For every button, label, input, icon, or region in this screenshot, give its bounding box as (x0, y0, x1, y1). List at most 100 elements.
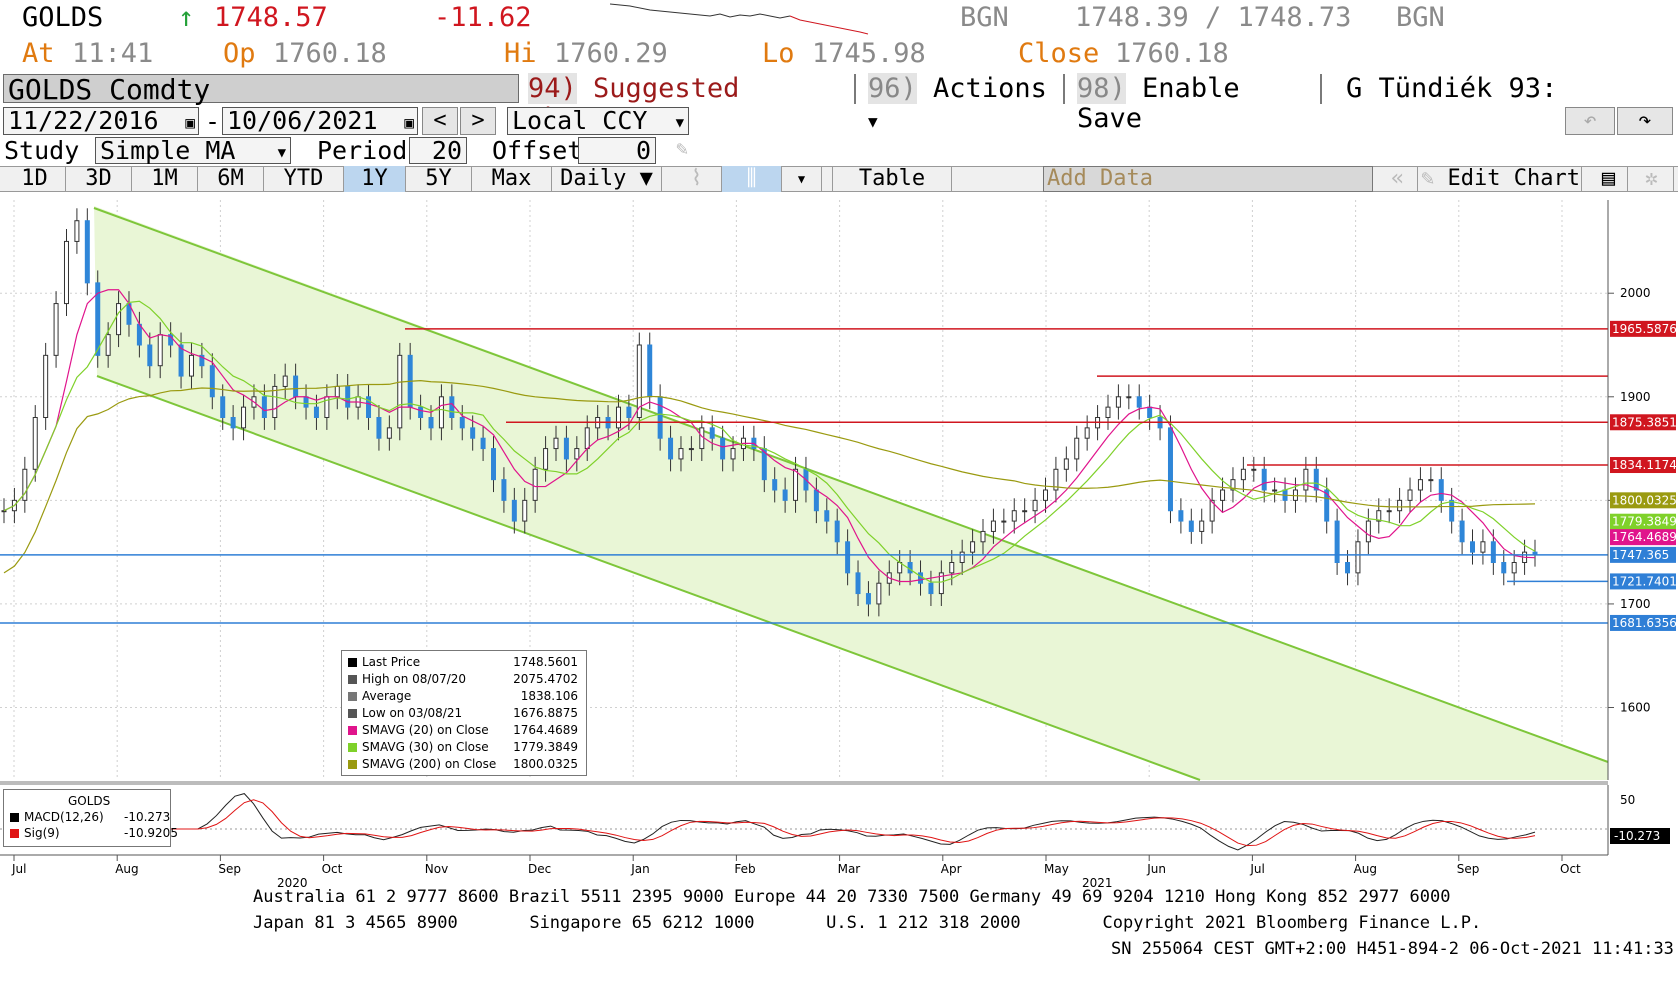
pencil-icon[interactable]: ✎ (676, 136, 689, 160)
actions-menu[interactable]: 96) Actions ▼ (868, 73, 1058, 131)
legend-value: 1800.0325 (513, 757, 578, 771)
start-date-field[interactable]: 11/22/2016 ▣ (3, 107, 199, 135)
calendar-icon[interactable]: ▣ (404, 113, 414, 132)
candle-body (793, 468, 799, 501)
undo-icon[interactable]: ↶ (1565, 107, 1615, 135)
candle-body (553, 437, 559, 450)
candle-body (543, 448, 549, 470)
chart-settings-icon[interactable]: ▤ (1590, 166, 1628, 192)
bid-source: BGN (960, 2, 1009, 33)
macd-legend-row: MACD(12,26) -10.273 (10, 810, 170, 824)
chevron-left-icon[interactable]: < (422, 107, 458, 135)
candle-body (116, 303, 122, 336)
y-axis-tick-label: 1700 (1620, 597, 1651, 611)
period-1d[interactable]: 1D (4, 166, 66, 192)
period-ytd[interactable]: YTD (264, 166, 344, 192)
candle-body (386, 427, 392, 439)
suggested-charts-number: 94) (528, 73, 577, 104)
price-tag-label: 1681.6356 (1612, 616, 1677, 630)
period-1y[interactable]: 1Y (344, 166, 406, 192)
candle-body (876, 582, 882, 605)
frequency-select[interactable]: Daily ▼ (552, 166, 662, 192)
candle-body (1136, 396, 1142, 408)
legend-label: SMAVG (30) on Close (362, 740, 489, 754)
gear-icon[interactable]: ✲ (1630, 166, 1674, 192)
end-date-field[interactable]: 10/06/2021 ▣ (222, 107, 418, 135)
legend-swatch (348, 692, 357, 701)
dropdown-arrow-icon: ▼ (639, 166, 653, 191)
close-label: Close (1018, 38, 1100, 69)
candle-body (1365, 520, 1371, 543)
sig-label: Sig(9) (24, 826, 60, 840)
legend-label: Average (362, 689, 412, 703)
period-5y[interactable]: 5Y (406, 166, 472, 192)
pencil-icon: ✎ (1421, 166, 1435, 191)
suggested-charts-menu[interactable]: 94) Suggested Charts (528, 73, 848, 134)
x-axis-tick-label: Aug (115, 862, 138, 876)
edit-chart-button[interactable]: ✎ Edit Chart (1420, 166, 1582, 192)
candle-body (730, 448, 736, 460)
candle-body (990, 520, 996, 532)
dropdown-arrow-icon[interactable]: ▼ (782, 166, 822, 192)
candle-body (1345, 562, 1351, 574)
chart-name[interactable]: G Tündiék 93: gol... (1346, 74, 1558, 104)
candle-body (1053, 468, 1059, 491)
legend-row: SMAVG (20) on Close 1764.4689 (348, 723, 584, 738)
price-chart[interactable]: 160017001800190020001965.58761875.385118… (0, 192, 1678, 892)
legend-swatch (348, 760, 357, 769)
enable-save-menu[interactable]: 98) Enable Save (1077, 73, 1317, 134)
footer-session: SN 255064 CEST GMT+2:00 H451-894-2 06-Oc… (1111, 939, 1674, 959)
study-select[interactable]: Simple MA ▼ (95, 137, 291, 164)
table-button[interactable]: Table (832, 166, 952, 192)
period-max[interactable]: Max (472, 166, 552, 192)
candle-body (511, 499, 517, 522)
add-data-input[interactable]: Add Data (1043, 166, 1373, 192)
period-3d[interactable]: 3D (66, 166, 132, 192)
candle-body (1303, 468, 1309, 491)
x-axis-tick-label: Apr (941, 862, 962, 876)
candle-body (1386, 510, 1392, 513)
currency-select[interactable]: Local CCY ▼ (507, 107, 689, 135)
candle-body (918, 572, 924, 584)
footer-phones-copyright: Japan 81 3 4565 8900 Singapore 65 6212 1… (253, 913, 1482, 933)
security-field[interactable]: GOLDS Comdty (3, 74, 519, 105)
x-axis-tick-label: Aug (1354, 862, 1377, 876)
x-axis-tick-label: Sep (1457, 862, 1480, 876)
menu-separator (1063, 74, 1065, 104)
up-arrow-icon: ↑ (178, 2, 195, 33)
chevron-right-icon[interactable]: > (460, 107, 496, 135)
line-chart-icon[interactable]: ⌇ (672, 166, 722, 192)
candle-body (1063, 458, 1069, 470)
candle-body (1105, 406, 1111, 418)
candle-body (907, 562, 913, 574)
candle-body (574, 448, 580, 460)
candle-body (147, 344, 153, 367)
x-axis-tick-label: May (1044, 862, 1069, 876)
candle-body (188, 354, 194, 377)
period-input[interactable]: 20 (409, 137, 467, 164)
legend-row: SMAVG (30) on Close 1779.3849 (348, 740, 584, 755)
candle-chart-icon[interactable]: ⫼ (722, 166, 782, 192)
candle-body (418, 406, 424, 418)
period-6m[interactable]: 6M (198, 166, 264, 192)
candle-body (438, 396, 444, 429)
x-axis-tick-label: Nov (425, 862, 448, 876)
candle-body (32, 417, 38, 470)
candle-body (813, 489, 819, 512)
legend-row: SMAVG (200) on Close 1800.0325 (348, 757, 584, 772)
collapse-icon[interactable]: « (1378, 166, 1418, 192)
x-axis-tick-label: Jul (1249, 862, 1264, 876)
calendar-icon[interactable]: ▣ (185, 113, 195, 132)
redo-icon[interactable]: ↷ (1617, 107, 1673, 135)
candle-body (22, 468, 28, 501)
offset-input[interactable]: 0 (578, 137, 656, 164)
period-1m[interactable]: 1M (132, 166, 198, 192)
candle-body (366, 396, 372, 419)
start-date-value: 11/22/2016 (8, 106, 159, 135)
candle-body (782, 489, 788, 501)
year-label: 2020 (277, 876, 308, 890)
candle-body (43, 354, 49, 419)
candle-body (1199, 520, 1205, 532)
sig-swatch (10, 829, 19, 838)
low-value: 1745.98 (812, 38, 926, 69)
